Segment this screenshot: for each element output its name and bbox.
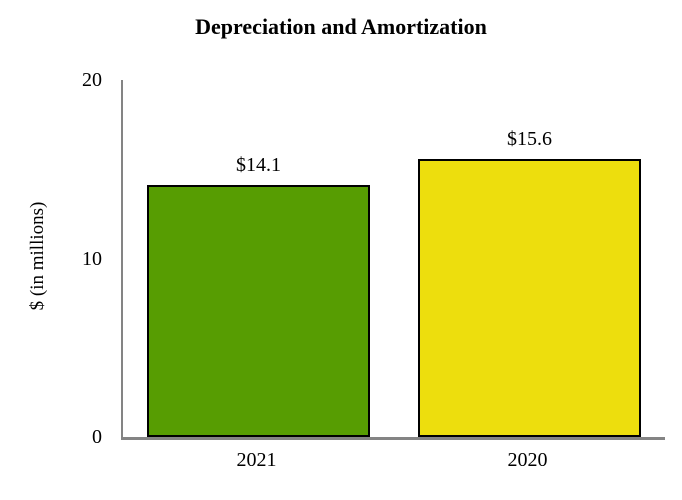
y-tick-label-0: 0 [92,426,102,448]
y-tick-label-20: 20 [82,69,102,91]
chart-title: Depreciation and Amortization [195,14,487,39]
x-tick-label-2020: 2020 [507,449,548,471]
bar-2020 [418,159,641,437]
bar-value-label-2021: $14.1 [236,154,281,176]
x-tick-label-2021: 2021 [236,449,277,471]
bar-2021 [147,185,370,437]
bar-value-label-2020: $15.6 [507,128,552,150]
y-tick-label-10: 10 [82,248,102,270]
plot-area: $14.1 $15.6 [121,80,665,440]
